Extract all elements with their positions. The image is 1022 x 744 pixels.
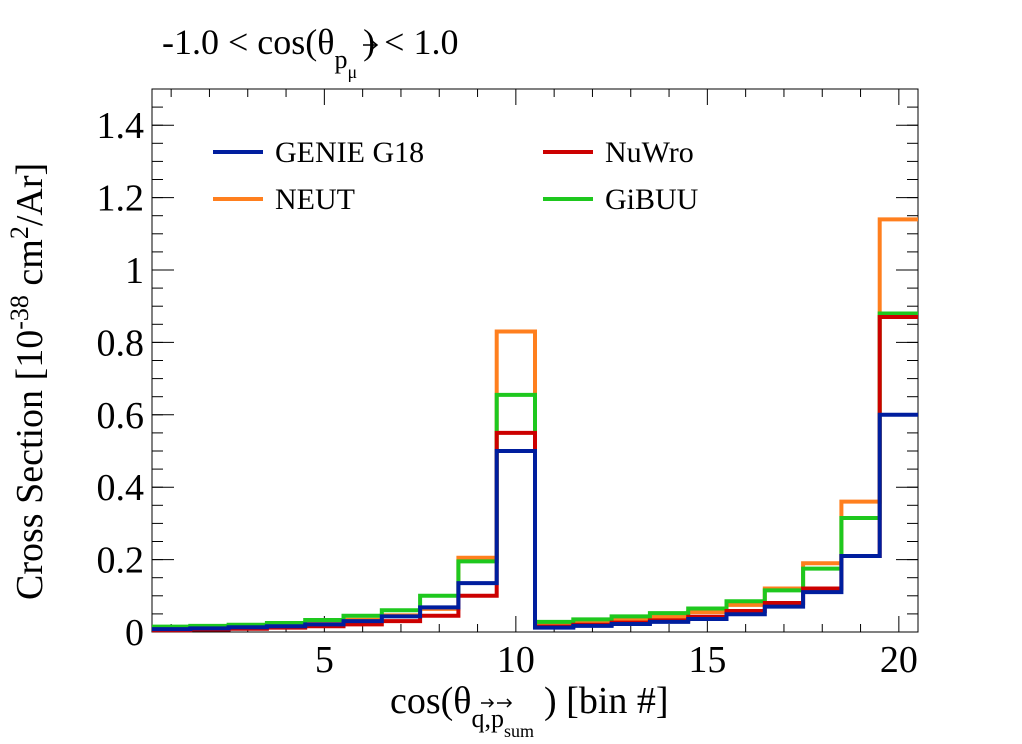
legend: GENIE G18 NuWro NEUT GiBUU	[213, 136, 699, 216]
y-axis-title: Cross Section [10-38 cm2/Ar]	[5, 163, 52, 600]
y-tick-label: 0.2	[97, 540, 145, 582]
x-axis-title-subscript: q,p	[472, 704, 505, 733]
x-axis-title-subscript-sum: sum	[504, 721, 534, 741]
y-axis: 0 0.2 0.4 0.6 0.8 1 1.2 1.4	[97, 105, 918, 654]
y-tick-label: 1.2	[97, 178, 145, 220]
series-group	[152, 217, 918, 633]
legend-label-gibuu: GiBUU	[605, 183, 699, 216]
chart-title: -1.0 < cos(θpμ) < 1.0	[162, 22, 458, 82]
x-tick-label: 15	[688, 639, 726, 681]
y-tick-label: 0.6	[97, 395, 145, 437]
x-axis-title: cos(θq,psum) [bin #]	[390, 680, 669, 741]
legend-label-neut: NEUT	[275, 183, 355, 216]
title-subscript-mu: μ	[348, 62, 358, 82]
x-title-vector-arrow-icon	[481, 698, 513, 708]
x-tick-label: 20	[880, 639, 918, 681]
title-subscript-vector: p	[335, 45, 348, 74]
y-tick-label: 1.4	[97, 105, 145, 147]
y-tick-label: 0.4	[97, 467, 145, 509]
title-vector-arrow-icon	[363, 40, 379, 50]
x-tick-label: 10	[497, 639, 535, 681]
y-tick-label: 0	[125, 612, 144, 654]
y-tick-label: 0.8	[97, 322, 145, 364]
y-tick-label: 1	[125, 250, 144, 292]
legend-label-nuwro: NuWro	[605, 136, 694, 169]
x-tick-label: 5	[315, 639, 334, 681]
legend-label-genie-g18: GENIE G18	[275, 136, 424, 169]
series-line-genie-g18	[152, 412, 918, 632]
x-axis: 5 10 15 20	[170, 89, 918, 681]
